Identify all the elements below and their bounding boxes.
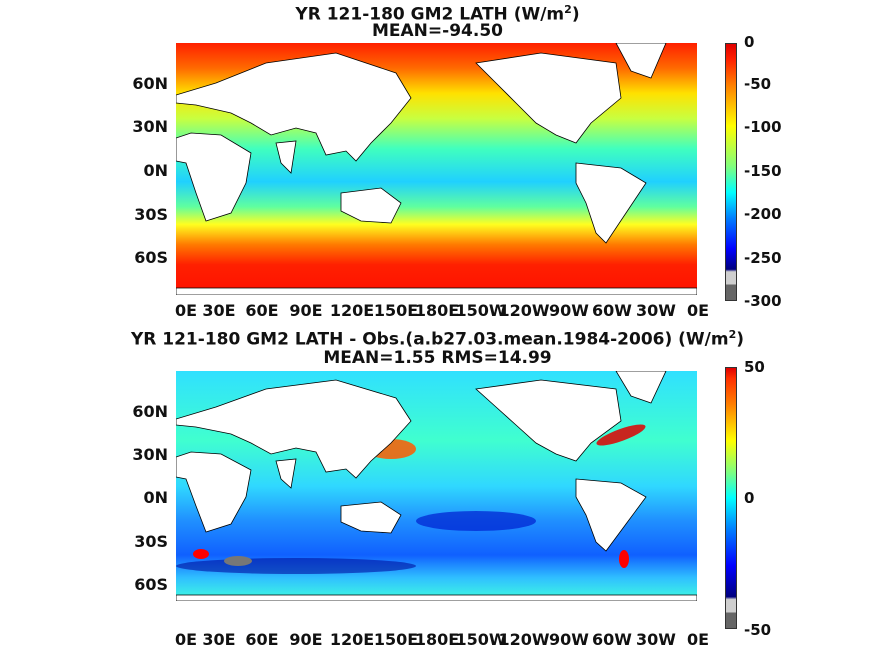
top-ytick-60s: 60S: [134, 248, 168, 267]
bottom-xtick-120w: 120W: [498, 630, 550, 649]
top-colorbar: [725, 43, 737, 301]
top-cb-tick-250: -250: [744, 249, 782, 267]
top-xtick-90e: 90E: [289, 301, 323, 320]
bottom-title-sup: 2: [728, 328, 737, 341]
top-xtick-0e: 0E: [174, 301, 198, 320]
bottom-xtick-150w: 150W: [455, 630, 507, 649]
top-xtick-60w: 60W: [592, 301, 632, 320]
bottom-land-india: [275, 458, 297, 489]
top-cb-tick-200: -200: [744, 205, 782, 223]
top-xtick-150e: 150E: [373, 301, 419, 320]
top-ytick-30n: 30N: [132, 117, 168, 136]
top-land-australia: [340, 187, 402, 224]
bottom-xtick-120e: 120E: [329, 630, 375, 649]
bottom-ytick-60s: 60S: [134, 575, 168, 594]
top-ytick-60n: 60N: [132, 74, 168, 93]
top-xtick-30e: 30E: [202, 301, 236, 320]
top-mean-label: MEAN=-94.50: [372, 21, 503, 41]
top-land-eurasia: [176, 52, 412, 162]
bottom-land-samerica: [575, 478, 647, 552]
top-cb-tick-0: 0: [744, 33, 755, 51]
bottom-xtick-0e: 0E: [174, 630, 198, 649]
bottom-title-close: ): [736, 329, 745, 350]
top-xtick-90w: 90W: [549, 301, 589, 320]
bottom-cb-tick-50: 50: [744, 358, 765, 376]
bottom-anomaly-southern-ocean: [176, 558, 416, 574]
bottom-ytick-0n: 0N: [143, 488, 168, 507]
bottom-anomaly-brazil: [619, 550, 629, 568]
bottom-land-greenland: [615, 371, 667, 404]
top-map: [176, 43, 697, 295]
bottom-anomaly-south-pacific: [416, 511, 536, 531]
bottom-colorbar: [725, 367, 737, 629]
bottom-cb-tick-0: 0: [744, 489, 755, 507]
bottom-continents: [176, 371, 697, 601]
bottom-title-text: YR 121-180 GM2 LATH - Obs.(a.b27.03.mean…: [130, 329, 729, 350]
top-land-samerica: [575, 162, 647, 244]
top-ytick-30s: 30S: [134, 205, 168, 224]
bottom-mean-rms-label: MEAN=1.55 RMS=14.99: [323, 348, 552, 368]
bottom-xtick-60w: 60W: [592, 630, 632, 649]
bottom-xtick-30e: 30E: [202, 630, 236, 649]
bottom-land-australia: [340, 501, 402, 534]
bottom-missing-kerguelen: [224, 556, 252, 566]
top-xtick-180e: 180E: [414, 301, 460, 320]
top-title-line1: YR 121-180 GM2 LATH (W/m2): [0, 0, 875, 25]
bottom-land-namerica: [475, 379, 622, 462]
top-xtick-150w: 150W: [455, 301, 507, 320]
bottom-land-africa: [176, 451, 252, 533]
bottom-title-line1: YR 121-180 GM2 LATH - Obs.(a.b27.03.mean…: [0, 325, 875, 350]
top-ytick-0n: 0N: [143, 161, 168, 180]
top-land-india: [275, 140, 297, 174]
bottom-ytick-60n: 60N: [132, 402, 168, 421]
bottom-map: [176, 371, 697, 601]
top-cb-tick-100: -100: [744, 118, 782, 136]
top-xtick-120w: 120W: [498, 301, 550, 320]
bottom-xtick-90w: 90W: [549, 630, 589, 649]
top-land-namerica: [475, 52, 622, 144]
top-title-sup: 2: [564, 3, 572, 16]
top-title-text: YR 121-180 GM2 LATH (W/m: [295, 4, 565, 25]
top-xtick-0e-end: 0E: [686, 301, 710, 320]
bottom-land-eurasia: [176, 379, 412, 479]
bottom-xtick-150e: 150E: [373, 630, 419, 649]
top-cb-tick-50: -50: [744, 75, 772, 93]
bottom-xtick-90e: 90E: [289, 630, 323, 649]
bottom-cb-tick-neg50: -50: [744, 621, 772, 639]
bottom-anomaly-agulhas: [193, 549, 209, 559]
bottom-ytick-30s: 30S: [134, 532, 168, 551]
top-xtick-120e: 120E: [329, 301, 375, 320]
bottom-ytick-30n: 30N: [132, 445, 168, 464]
bottom-xtick-0e-end: 0E: [686, 630, 710, 649]
top-xtick-60e: 60E: [245, 301, 279, 320]
bottom-xtick-60e: 60E: [245, 630, 279, 649]
bottom-anomaly-gulfstream: [596, 424, 646, 446]
bottom-xtick-180e: 180E: [414, 630, 460, 649]
top-xtick-30w: 30W: [636, 301, 676, 320]
bottom-xtick-30w: 30W: [636, 630, 676, 649]
top-land-africa: [176, 132, 252, 222]
top-land-greenland: [615, 43, 667, 79]
top-continents: [176, 43, 697, 295]
top-land-antarctica: [176, 287, 697, 295]
bottom-land-antarctica: [176, 594, 697, 601]
top-cb-tick-150: -150: [744, 162, 782, 180]
top-cb-tick-300: -300: [744, 292, 782, 310]
top-title-close: ): [571, 4, 580, 25]
